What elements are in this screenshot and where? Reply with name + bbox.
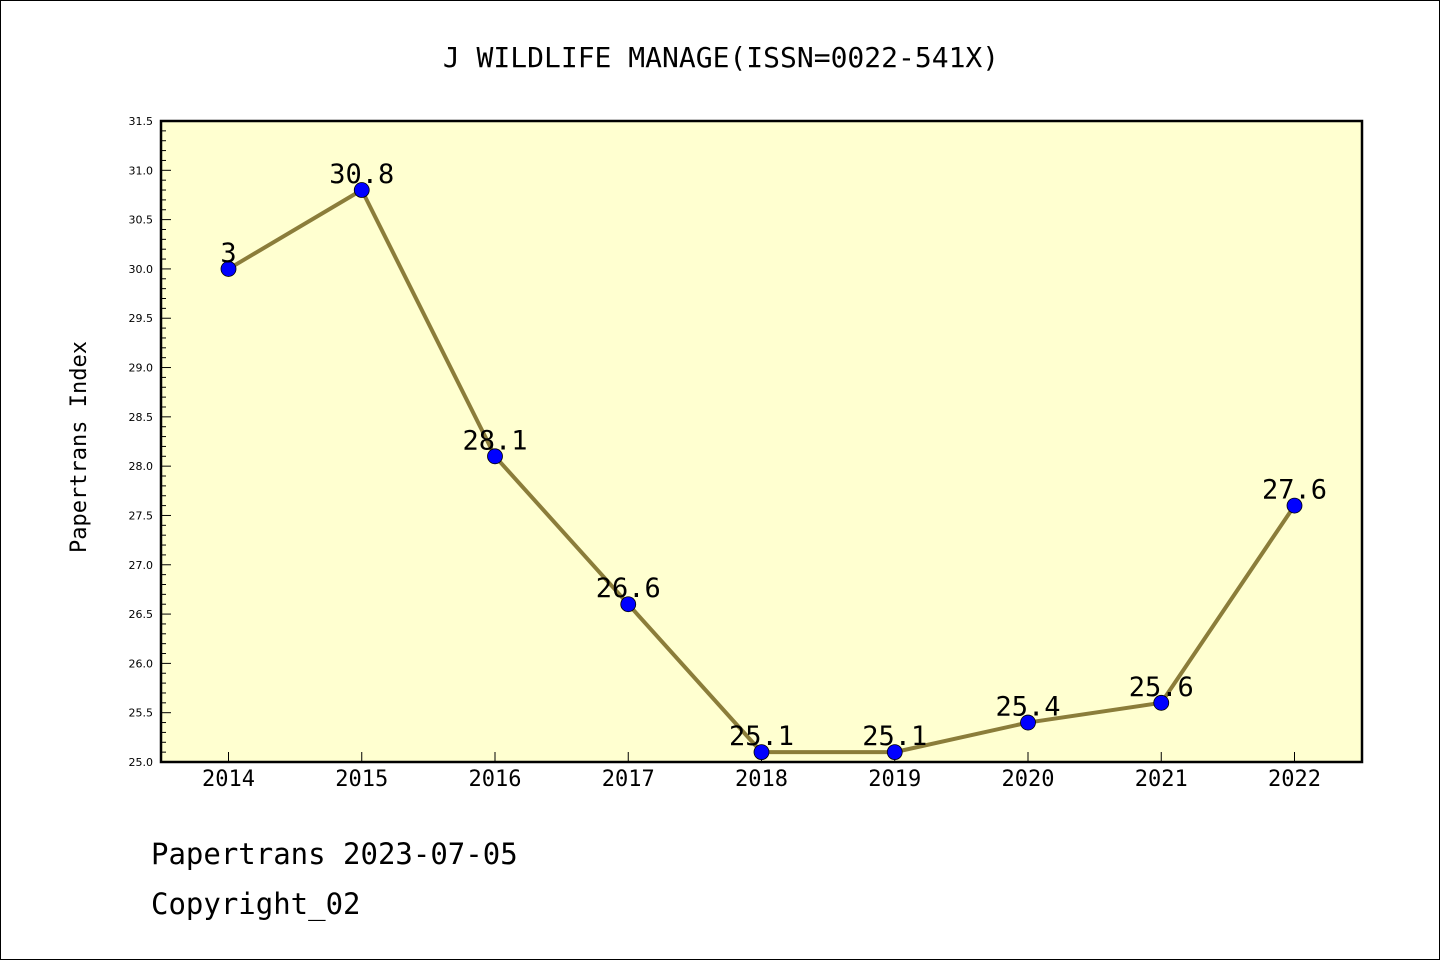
y-tick-label: 28.0 (129, 460, 154, 473)
y-tick-label: 31.0 (129, 164, 154, 177)
y-tick-label: 26.0 (129, 657, 154, 670)
x-tick-label: 2015 (335, 767, 388, 792)
data-point-marker (1153, 694, 1170, 711)
data-label: 25.6 (1129, 672, 1194, 703)
x-tick-label: 2019 (868, 767, 921, 792)
y-axis: 25.0 25.5 26.0 26.5 27.0 27.5 28.0 28.5 29.0 29.5… (129, 115, 171, 769)
y-tick-label: 31.5 (129, 115, 154, 128)
x-tick-label: 2020 (1002, 767, 1055, 792)
x-tick-label: 2022 (1268, 767, 1321, 792)
data-label: 25.1 (729, 721, 794, 752)
y-tick-label: 29.5 (129, 312, 154, 325)
plot-area (159, 119, 1364, 764)
data-point-marker (220, 261, 237, 277)
x-tick-label: 2018 (735, 767, 788, 792)
data-point-marker (620, 596, 637, 613)
y-tick-label: 29.0 (129, 362, 154, 375)
data-label: 28.1 (462, 425, 527, 456)
data-point-marker (353, 182, 370, 198)
x-tick-label: 2021 (1135, 767, 1188, 792)
y-tick-label: 28.5 (129, 411, 154, 424)
data-point-marker (487, 448, 503, 465)
y-axis-label: Papertrans Index (67, 341, 92, 553)
data-label: 26.6 (596, 573, 661, 604)
footer-copyright: Copyright_02 (151, 887, 361, 921)
data-label: 25.1 (862, 721, 927, 752)
x-axis: 2014 2015 2016 2017 2018 2019 2020 2021 2022 (202, 752, 1321, 792)
y-tick-label: 27.0 (129, 559, 154, 572)
y-tick-label: 26.5 (129, 608, 154, 621)
y-tick-label: 30.0 (129, 263, 154, 276)
data-label: 27.6 (1262, 475, 1327, 506)
x-tick-label: 2017 (602, 767, 655, 792)
chart-title: J WILDLIFE MANAGE(ISSN=0022-541X) (443, 41, 999, 74)
data-labels: 3 30.8 28.1 26.6 25.1 25.1 25.4 25.6 27.6 (220, 159, 1327, 752)
data-point-marker (753, 744, 770, 761)
y-tick-label: 25.0 (129, 756, 154, 769)
x-tick-label: 2016 (469, 767, 522, 792)
data-point-marker (1286, 497, 1303, 514)
footer-date: Papertrans 2023-07-05 (151, 837, 518, 871)
data-point-marker (886, 744, 903, 761)
series-markers (220, 182, 1303, 761)
y-tick-label: 30.5 (129, 214, 154, 227)
y-tick-label: 25.5 (129, 707, 154, 720)
data-label: 30.8 (329, 159, 394, 190)
data-label: 3 (220, 238, 236, 269)
y-tick-label: 27.5 (129, 509, 154, 522)
data-point-marker (1020, 714, 1036, 731)
x-tick-label: 2014 (202, 767, 255, 792)
data-label: 25.4 (995, 692, 1060, 723)
